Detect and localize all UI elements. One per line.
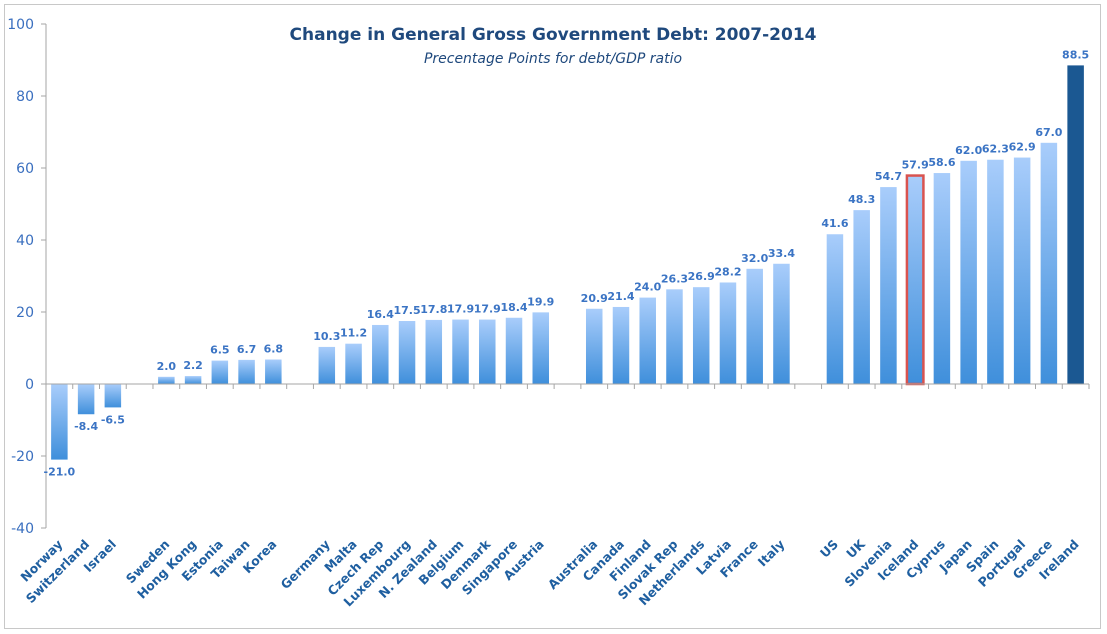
bar-luxembourg [398, 321, 416, 384]
data-label: 32.0 [741, 252, 768, 265]
bar-latvia [719, 282, 737, 384]
y-tick-label: 100 [7, 17, 34, 33]
bar-canada [612, 306, 630, 384]
bar-n-zealand [425, 319, 443, 384]
bar-slovenia [880, 187, 897, 384]
data-label: 67.0 [1035, 126, 1062, 139]
bar-italy [773, 263, 790, 384]
bar-austria [532, 312, 550, 384]
data-label: 62.3 [982, 143, 1009, 156]
chart-title: Change in General Gross Government Debt:… [290, 25, 817, 45]
data-label: 10.3 [313, 330, 340, 343]
data-label: 6.5 [210, 344, 230, 357]
bar-finland [639, 297, 656, 384]
data-label: 54.7 [875, 170, 902, 183]
bar-greece [1040, 142, 1058, 384]
bar-ireland [1067, 65, 1084, 385]
y-tick-label: -40 [11, 521, 34, 537]
bar-hong-kong [184, 376, 202, 384]
data-label: -21.0 [44, 466, 76, 479]
bar-netherlands [692, 287, 710, 384]
bar-denmark [479, 319, 496, 384]
y-tick-label: 80 [16, 89, 34, 105]
data-label: 88.5 [1062, 48, 1089, 61]
bar-norway [51, 384, 68, 460]
bar-estonia [211, 360, 229, 384]
data-label: 16.4 [367, 308, 394, 321]
bar-iceland [905, 174, 925, 386]
y-tick-label: 20 [16, 305, 34, 321]
data-label: 28.2 [714, 265, 741, 278]
y-tick-label: 60 [16, 161, 34, 177]
bar-sweden [158, 376, 175, 384]
bar-belgium [452, 319, 469, 384]
data-label: 33.4 [768, 247, 795, 260]
bar-slovak-rep [666, 289, 683, 384]
bars [51, 65, 1084, 460]
data-label: 17.5 [393, 304, 420, 317]
data-label: 17.9 [474, 303, 501, 316]
bar-korea [265, 359, 282, 384]
bar-portugal [1013, 157, 1031, 384]
bar-japan [960, 160, 977, 384]
y-tick-label: -20 [11, 449, 34, 465]
data-label: 48.3 [848, 193, 875, 206]
data-label: 26.3 [661, 272, 688, 285]
y-tick-label: 40 [16, 233, 34, 249]
data-label: 57.9 [902, 159, 929, 172]
x-axis [46, 383, 1090, 389]
bar-spain [987, 159, 1004, 384]
y-tick-label: 0 [25, 377, 34, 393]
bar-cyprus [933, 173, 951, 384]
data-label: 17.9 [447, 303, 474, 316]
data-label: 6.8 [264, 343, 284, 356]
bar-switzerland [77, 384, 95, 415]
bar-us [826, 234, 844, 384]
bar-uk [853, 210, 870, 384]
data-label: -6.5 [101, 413, 125, 426]
x-tick-label: Italy [755, 537, 788, 570]
data-labels: -21.0 -8.4-6.5 2.0 2.2 6.5 6.7 6.8 10.3 11.216.4… [44, 48, 1090, 478]
data-label: 6.7 [237, 343, 257, 356]
data-label: 2.0 [157, 360, 177, 373]
chart-subtitle: Precentage Points for debt/GDP ratio [424, 51, 682, 67]
bar-france [746, 268, 763, 384]
data-label: 62.0 [955, 144, 982, 157]
bar-israel [104, 384, 122, 408]
chart-frame [4, 4, 1101, 629]
bar-malta [345, 343, 362, 384]
data-label: 26.9 [688, 270, 715, 283]
bar-germany [318, 346, 336, 384]
data-label: 62.9 [1009, 141, 1036, 154]
data-label: 11.2 [340, 327, 367, 340]
data-label: 18.4 [500, 301, 527, 314]
bar-czech-rep [372, 324, 389, 384]
bar-singapore [505, 317, 523, 384]
data-label: 21.4 [607, 290, 634, 303]
data-label: 24.0 [634, 281, 661, 294]
bar-australia [585, 308, 603, 384]
bar-taiwan [238, 359, 255, 384]
x-tick-label: US [817, 537, 841, 561]
y-axis: -40 -20 0 20 40 60 80 100 [7, 17, 47, 537]
data-label: 41.6 [821, 217, 848, 230]
data-label: 20.9 [581, 292, 608, 305]
data-label: 58.6 [928, 156, 955, 169]
data-label: 17.8 [420, 303, 447, 316]
data-label: 19.9 [527, 295, 554, 308]
data-label: 2.2 [183, 359, 203, 372]
data-label: -8.4 [74, 420, 98, 433]
